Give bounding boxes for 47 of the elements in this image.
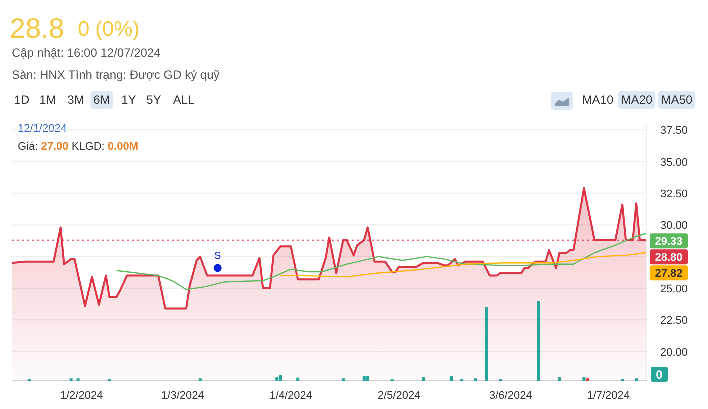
y-tick-label: 22.50 xyxy=(660,315,688,328)
annotation: 29.33 xyxy=(655,236,683,248)
x-tick-label: 1/2/2024 xyxy=(60,390,104,402)
bar xyxy=(450,376,454,381)
bar xyxy=(296,378,300,381)
bar xyxy=(422,377,426,381)
x-tick-label: 2/5/2024 xyxy=(378,390,421,402)
chart-title: 28.8 xyxy=(10,13,64,44)
text: 1D xyxy=(14,93,30,107)
x-tick-label: 1/3/2024 xyxy=(162,390,204,402)
text: 6M xyxy=(94,93,110,107)
y-tick-label: 25.00 xyxy=(660,283,688,296)
text: 1M xyxy=(40,93,56,107)
text: 1Y xyxy=(122,93,136,107)
y-tick-label: 32.50 xyxy=(660,188,688,200)
x-tick-label: 1/4/2024 xyxy=(270,390,313,402)
bar xyxy=(362,376,366,381)
bar xyxy=(537,301,540,381)
ref-line-label: 28.80 xyxy=(655,252,683,264)
chart-subtitle: 0 (0%) xyxy=(78,18,140,41)
line-series xyxy=(280,252,648,278)
x-tick-label: 1/7/2024 xyxy=(587,390,630,402)
text: 3M xyxy=(68,93,84,107)
y-tick-label: 37.50 xyxy=(660,125,688,138)
y-tick-label: 35.00 xyxy=(660,156,688,169)
bar xyxy=(485,307,488,381)
text: ALL xyxy=(173,93,195,107)
text: MA50 xyxy=(661,93,693,107)
text: MA20 xyxy=(621,93,653,107)
annotation: Giá: 27.00 KLGD: 0.00M xyxy=(18,141,138,153)
bar xyxy=(279,375,282,381)
text: Sàn: HNX Tình trạng: Được GD ký quỹ xyxy=(12,68,220,82)
annotation: 27.82 xyxy=(655,268,683,280)
text: 5Y xyxy=(146,93,162,107)
text: Cập nhật: 16:00 12/07/2024 xyxy=(12,46,162,60)
line-series xyxy=(116,233,648,290)
y-tick-label: 30.00 xyxy=(660,220,688,232)
data-label: S xyxy=(214,251,222,262)
bar xyxy=(366,376,370,381)
bar xyxy=(276,377,279,381)
text: 0 xyxy=(656,368,664,382)
bar xyxy=(582,377,586,381)
x-tick-label: 3/6/2024 xyxy=(490,390,532,402)
text: MA10 xyxy=(582,93,614,107)
annotation: 12/1/2024 xyxy=(18,123,67,135)
bar xyxy=(558,377,562,381)
y-tick-label: 20.00 xyxy=(660,346,688,359)
